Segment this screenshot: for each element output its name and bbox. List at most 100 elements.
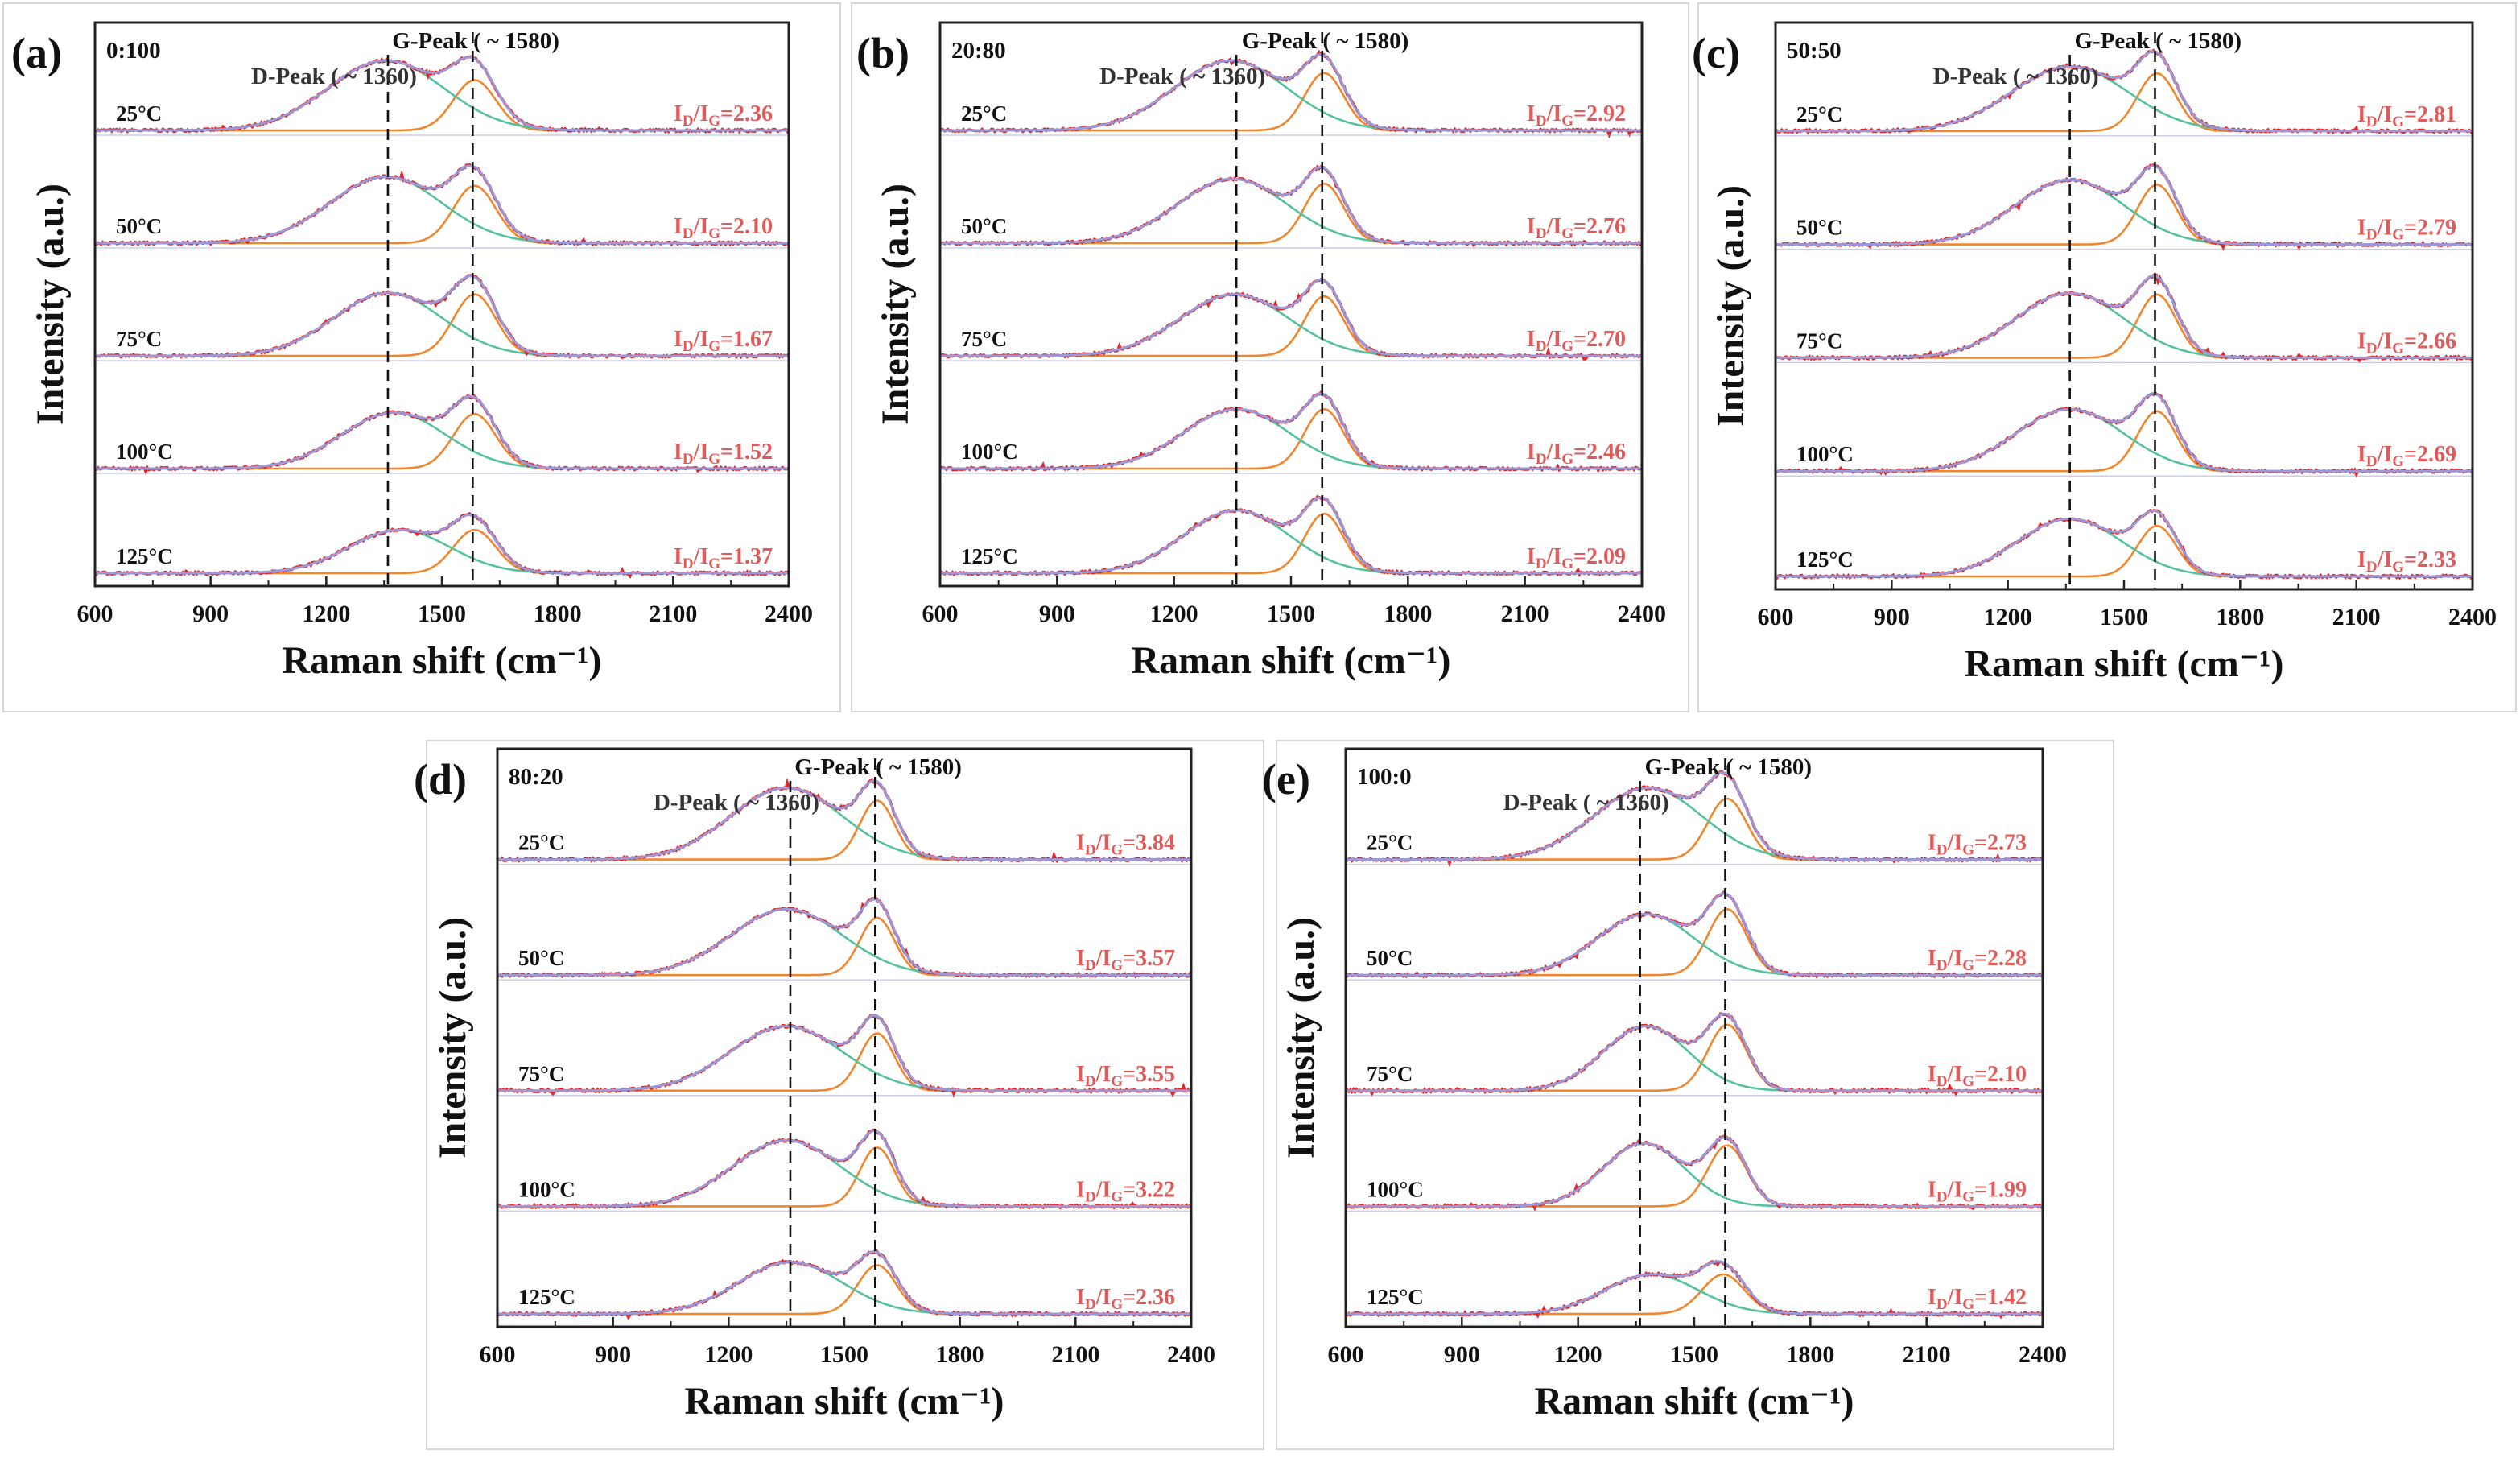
spectrum-1: 25°C ID/IG=2.81 (1774, 48, 2474, 137)
x-tick-label: 1500 (1670, 1341, 1718, 1368)
ratio-label: ID/IG=2.09 (1527, 544, 1626, 572)
spectrum-5: 125°C ID/IG=1.42 (1345, 1259, 2044, 1320)
x-tick-label: 2400 (2448, 604, 2497, 630)
ratio-i-d: I (1928, 946, 1936, 971)
fitted-spectrum-line (1776, 164, 2473, 246)
ratio-label: ID/IG=3.55 (1076, 1062, 1175, 1090)
ratio-sub-d: D (1536, 338, 1547, 355)
ratio-sub-d: D (1936, 842, 1948, 859)
ratio-i-d: I (1076, 1177, 1085, 1202)
ratio-label: ID/IG=2.36 (1076, 1285, 1175, 1313)
ratio-value: =2.46 (1573, 440, 1626, 465)
ratio-value: =2.92 (1573, 101, 1626, 126)
x-tick-label: 600 (77, 601, 113, 627)
temperature-label: 125°C (1367, 1285, 1424, 1309)
x-tick-label: 600 (1328, 1341, 1364, 1368)
ratio-sub-d: D (1536, 451, 1547, 468)
fitted-spectrum-line (1346, 1260, 2043, 1316)
fitted-spectrum-line (1346, 1012, 2043, 1092)
panel-frame (851, 2, 1689, 712)
plot-frame (1344, 747, 2044, 1328)
ratio-sub-g: G (1962, 842, 1974, 859)
x-tick-label: 1500 (2100, 604, 2148, 630)
ratio-label: ID/IG=2.73 (1928, 831, 2027, 859)
ratio-sub-d: D (2366, 559, 2378, 576)
x-tick-label: 1800 (936, 1341, 984, 1368)
x-tick-label: 900 (1874, 604, 1910, 630)
d-peak-annotation: D-Peak ( ~ 1360) (251, 64, 417, 89)
plot-frame (93, 21, 790, 588)
ratio-sub-g: G (2392, 559, 2404, 576)
x-tick-label: 1200 (1984, 604, 2032, 630)
spectrum-2: 50°C ID/IG=2.28 (1344, 890, 2044, 981)
ratio-label: ID/IG=2.46 (1527, 440, 1626, 468)
y-axis-label: Intensity (a.u.) (29, 184, 72, 425)
ratio-label: ID/IG=2.10 (674, 214, 773, 242)
ratio-value: =2.70 (1573, 327, 1626, 352)
ratio-i-g: I (1553, 544, 1561, 569)
ratio-sub-g: G (708, 338, 720, 355)
spectrum-4: 100°C ID/IG=2.69 (1775, 390, 2474, 478)
ratio-sub-d: D (1536, 225, 1547, 242)
x-axis-label: Raman shift (cm⁻¹) (684, 1380, 1004, 1423)
ratio-label: ID/IG=1.52 (674, 440, 773, 468)
ratio-sub-d: D (2366, 340, 2378, 357)
ratio-sub-d: D (1085, 1073, 1096, 1090)
x-axis-label: Raman shift (cm⁻¹) (1534, 1380, 1854, 1423)
fitted-spectrum-line (95, 394, 789, 470)
ratio-i-g: I (1102, 1177, 1111, 1202)
temperature-label: 75°C (116, 327, 162, 351)
ratio-i-g: I (2383, 102, 2392, 127)
temperature-label: 75°C (1367, 1062, 1413, 1086)
ratio-label: ID/IG=2.81 (2357, 102, 2456, 130)
x-axis-label: Raman shift (cm⁻¹) (282, 639, 601, 682)
x-tick-label: 1200 (704, 1341, 753, 1368)
fitted-spectrum-line (1346, 771, 2043, 861)
ratio-value: =2.76 (1573, 214, 1626, 239)
ratio-sub-d: D (683, 113, 694, 130)
spectrum-1: 25°C ID/IG=2.92 (938, 49, 1644, 139)
x-tick-label: 2100 (1903, 1341, 1951, 1368)
ratio-value: =1.42 (1974, 1285, 2027, 1310)
ratio-i-d: I (1527, 327, 1536, 352)
panel-letter: (a) (11, 29, 62, 77)
panel-frame (1276, 740, 2114, 1450)
spectrum-5: 125°C ID/IG=2.33 (1774, 509, 2474, 580)
ratio-i-d: I (1076, 946, 1085, 971)
ratio-sub-d: D (1536, 113, 1547, 130)
composition-label: 0:100 (106, 38, 161, 64)
temperature-label: 100°C (518, 1177, 575, 1201)
ratio-i-d: I (1928, 1177, 1936, 1202)
ratio-label: ID/IG=2.33 (2357, 547, 2456, 576)
ratio-label: ID/IG=3.57 (1076, 946, 1175, 974)
panel-letter: (b) (856, 29, 909, 77)
x-tick-label: 900 (192, 601, 229, 627)
temperature-label: 25°C (1796, 102, 1842, 126)
ratio-i-g: I (1553, 214, 1561, 239)
spectrum-3: 75°C ID/IG=1.67 (95, 274, 790, 361)
ratio-sub-g: G (1962, 1188, 1974, 1205)
ratio-label: ID/IG=3.22 (1076, 1177, 1175, 1205)
ratio-sub-g: G (1111, 957, 1123, 974)
fitted-spectrum-line (1776, 275, 2473, 359)
ratio-sub-g: G (1111, 842, 1123, 859)
ratio-slash: / (2377, 216, 2385, 241)
ratio-sub-d: D (1085, 1296, 1096, 1313)
y-axis-label: Intensity (a.u.) (1280, 917, 1322, 1159)
ratio-value: =3.22 (1123, 1177, 1175, 1202)
ratio-slash: / (1947, 1285, 1955, 1310)
ratio-slash: / (2377, 102, 2385, 127)
temperature-label: 125°C (518, 1285, 575, 1309)
x-tick-label: 2100 (1501, 601, 1549, 627)
spectrum-4: 100°C ID/IG=1.52 (95, 394, 790, 476)
ratio-value: =2.81 (2404, 102, 2456, 127)
ratio-sub-d: D (1085, 842, 1096, 859)
ratio-slash: / (693, 544, 701, 569)
ratio-sub-g: G (1561, 113, 1573, 130)
temperature-label: 50°C (518, 946, 564, 970)
ratio-value: =2.28 (1974, 946, 2027, 971)
g-peak-annotation: G-Peak ( ~ 1580) (794, 754, 962, 780)
panel-letter: (e) (1262, 755, 1310, 803)
